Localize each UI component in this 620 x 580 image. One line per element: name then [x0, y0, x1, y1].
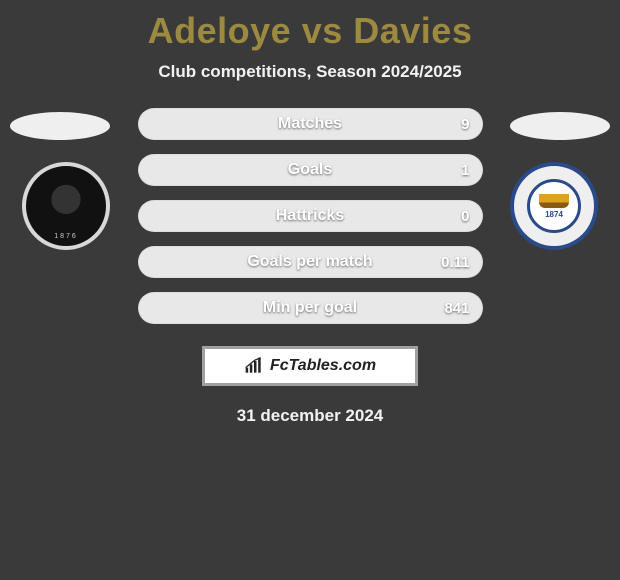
- left-club-logo: 1876: [22, 162, 110, 250]
- stat-bar: Goals per match 0.11: [138, 246, 483, 278]
- right-club-logo: 1874: [510, 162, 598, 250]
- brand-text: FcTables.com: [270, 357, 376, 375]
- stat-label: Hattricks: [139, 201, 482, 231]
- stat-right-value: 9: [461, 109, 469, 139]
- stat-right-value: 0: [461, 201, 469, 231]
- stat-label: Goals: [139, 155, 482, 185]
- brand-box: FcTables.com: [202, 346, 418, 386]
- date-text: 31 december 2024: [0, 406, 620, 426]
- left-club-year: 1876: [26, 166, 106, 246]
- comparison-content: 1876 1874 Matches 9 Goals 1 Hattricks 0: [0, 104, 620, 426]
- stat-right-value: 0.11: [441, 247, 469, 277]
- stat-bar: Min per goal 841: [138, 292, 483, 324]
- stat-right-value: 1: [461, 155, 469, 185]
- stat-bar: Hattricks 0: [138, 200, 483, 232]
- stat-right-value: 841: [444, 293, 469, 323]
- page-title: Adeloye vs Davies: [0, 0, 620, 52]
- ship-icon: [539, 194, 569, 208]
- stat-label: Matches: [139, 109, 482, 139]
- stat-label: Min per goal: [139, 293, 482, 323]
- chart-icon: [244, 357, 264, 375]
- stat-label: Goals per match: [139, 247, 482, 277]
- subtitle: Club competitions, Season 2024/2025: [0, 62, 620, 82]
- right-player-avatar: [510, 112, 610, 140]
- left-player-avatar: [10, 112, 110, 140]
- stat-bar: Matches 9: [138, 108, 483, 140]
- stat-bars: Matches 9 Goals 1 Hattricks 0 Goals per …: [138, 104, 483, 324]
- right-club-year: 1874: [545, 210, 563, 219]
- stat-bar: Goals 1: [138, 154, 483, 186]
